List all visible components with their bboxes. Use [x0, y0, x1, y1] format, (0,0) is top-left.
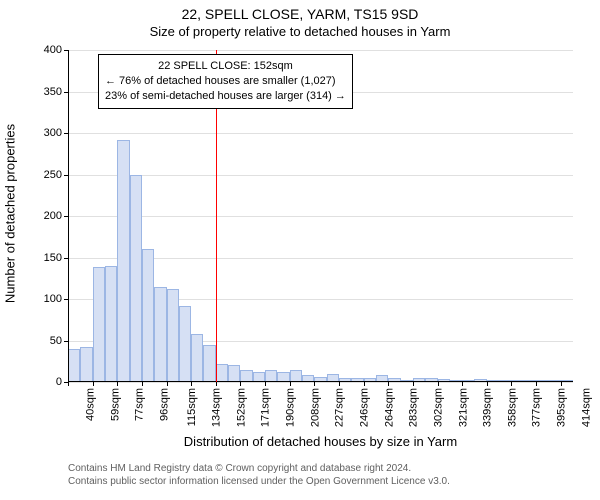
x-tick-mark — [561, 382, 562, 386]
chart-title-main: 22, SPELL CLOSE, YARM, TS15 9SD — [0, 0, 600, 22]
x-tick-mark — [68, 382, 69, 386]
info-box-line1: 22 SPELL CLOSE: 152sqm — [105, 59, 346, 74]
x-tick-mark — [191, 382, 192, 386]
footer-line1: Contains HM Land Registry data © Crown c… — [68, 462, 450, 475]
info-box-line3: 23% of semi-detached houses are larger (… — [105, 89, 346, 104]
x-tick-label: 321sqm — [457, 388, 469, 427]
x-tick-label: 339sqm — [482, 388, 494, 427]
x-tick-label: 77sqm — [134, 388, 146, 421]
x-tick-label: 227sqm — [334, 388, 346, 427]
plot-area: 05010015020025030035040040sqm59sqm77sqm9… — [68, 50, 573, 382]
x-tick-mark — [536, 382, 537, 386]
x-tick-label: 96sqm — [158, 388, 170, 421]
histogram-bar — [68, 349, 80, 382]
x-tick-label: 152sqm — [235, 388, 247, 427]
x-axis-title: Distribution of detached houses by size … — [68, 434, 573, 449]
x-tick-mark — [438, 382, 439, 386]
marker-info-box: 22 SPELL CLOSE: 152sqm← 76% of detached … — [98, 54, 353, 109]
x-tick-mark — [388, 382, 389, 386]
x-tick-label: 115sqm — [186, 388, 198, 426]
x-tick-label: 264sqm — [383, 388, 395, 427]
x-tick-label: 283sqm — [408, 388, 420, 427]
x-tick-label: 414sqm — [580, 388, 592, 427]
histogram-bar — [142, 249, 154, 382]
histogram-bar — [228, 365, 240, 382]
grid-line — [68, 382, 573, 383]
x-tick-label: 190sqm — [285, 388, 297, 427]
x-axis-line — [68, 381, 573, 382]
x-tick-label: 40sqm — [85, 388, 97, 421]
x-tick-label: 395sqm — [556, 388, 568, 427]
x-tick-mark — [265, 382, 266, 386]
x-tick-label: 134sqm — [211, 388, 223, 427]
x-tick-mark — [511, 382, 512, 386]
x-tick-mark — [487, 382, 488, 386]
footer-attribution: Contains HM Land Registry data © Crown c… — [68, 462, 450, 488]
x-tick-mark — [240, 382, 241, 386]
x-tick-label: 377sqm — [531, 388, 543, 427]
histogram-bar — [167, 289, 179, 382]
x-tick-label: 59sqm — [109, 388, 121, 421]
x-tick-label: 208sqm — [309, 388, 321, 427]
x-tick-label: 302sqm — [432, 388, 444, 427]
histogram-bar — [216, 364, 228, 382]
x-tick-mark — [290, 382, 291, 386]
x-tick-mark — [364, 382, 365, 386]
x-tick-label: 171sqm — [260, 388, 272, 427]
chart-container: 22, SPELL CLOSE, YARM, TS15 9SD Size of … — [0, 0, 600, 500]
histogram-bar — [203, 345, 215, 382]
x-tick-mark — [462, 382, 463, 386]
x-tick-mark — [167, 382, 168, 386]
grid-line — [68, 175, 573, 176]
x-tick-mark — [216, 382, 217, 386]
x-tick-mark — [117, 382, 118, 386]
x-tick-mark — [413, 382, 414, 386]
x-tick-label: 358sqm — [506, 388, 518, 427]
x-tick-mark — [314, 382, 315, 386]
histogram-bar — [80, 347, 92, 382]
footer-line2: Contains public sector information licen… — [68, 475, 450, 488]
histogram-bar — [93, 267, 105, 382]
histogram-bar — [117, 140, 129, 382]
y-axis-title: Number of detached properties — [3, 114, 18, 314]
info-box-line2: ← 76% of detached houses are smaller (1,… — [105, 74, 346, 89]
x-tick-label: 246sqm — [359, 388, 371, 427]
histogram-bar — [130, 175, 142, 383]
histogram-bar — [191, 334, 203, 382]
grid-line — [68, 133, 573, 134]
chart-title-sub: Size of property relative to detached ho… — [0, 22, 600, 39]
grid-line — [68, 50, 573, 51]
y-axis-line — [68, 50, 69, 382]
histogram-bar — [154, 287, 166, 382]
histogram-bar — [179, 306, 191, 382]
x-tick-mark — [339, 382, 340, 386]
grid-line — [68, 216, 573, 217]
histogram-bar — [105, 266, 117, 382]
x-tick-mark — [142, 382, 143, 386]
x-tick-mark — [93, 382, 94, 386]
